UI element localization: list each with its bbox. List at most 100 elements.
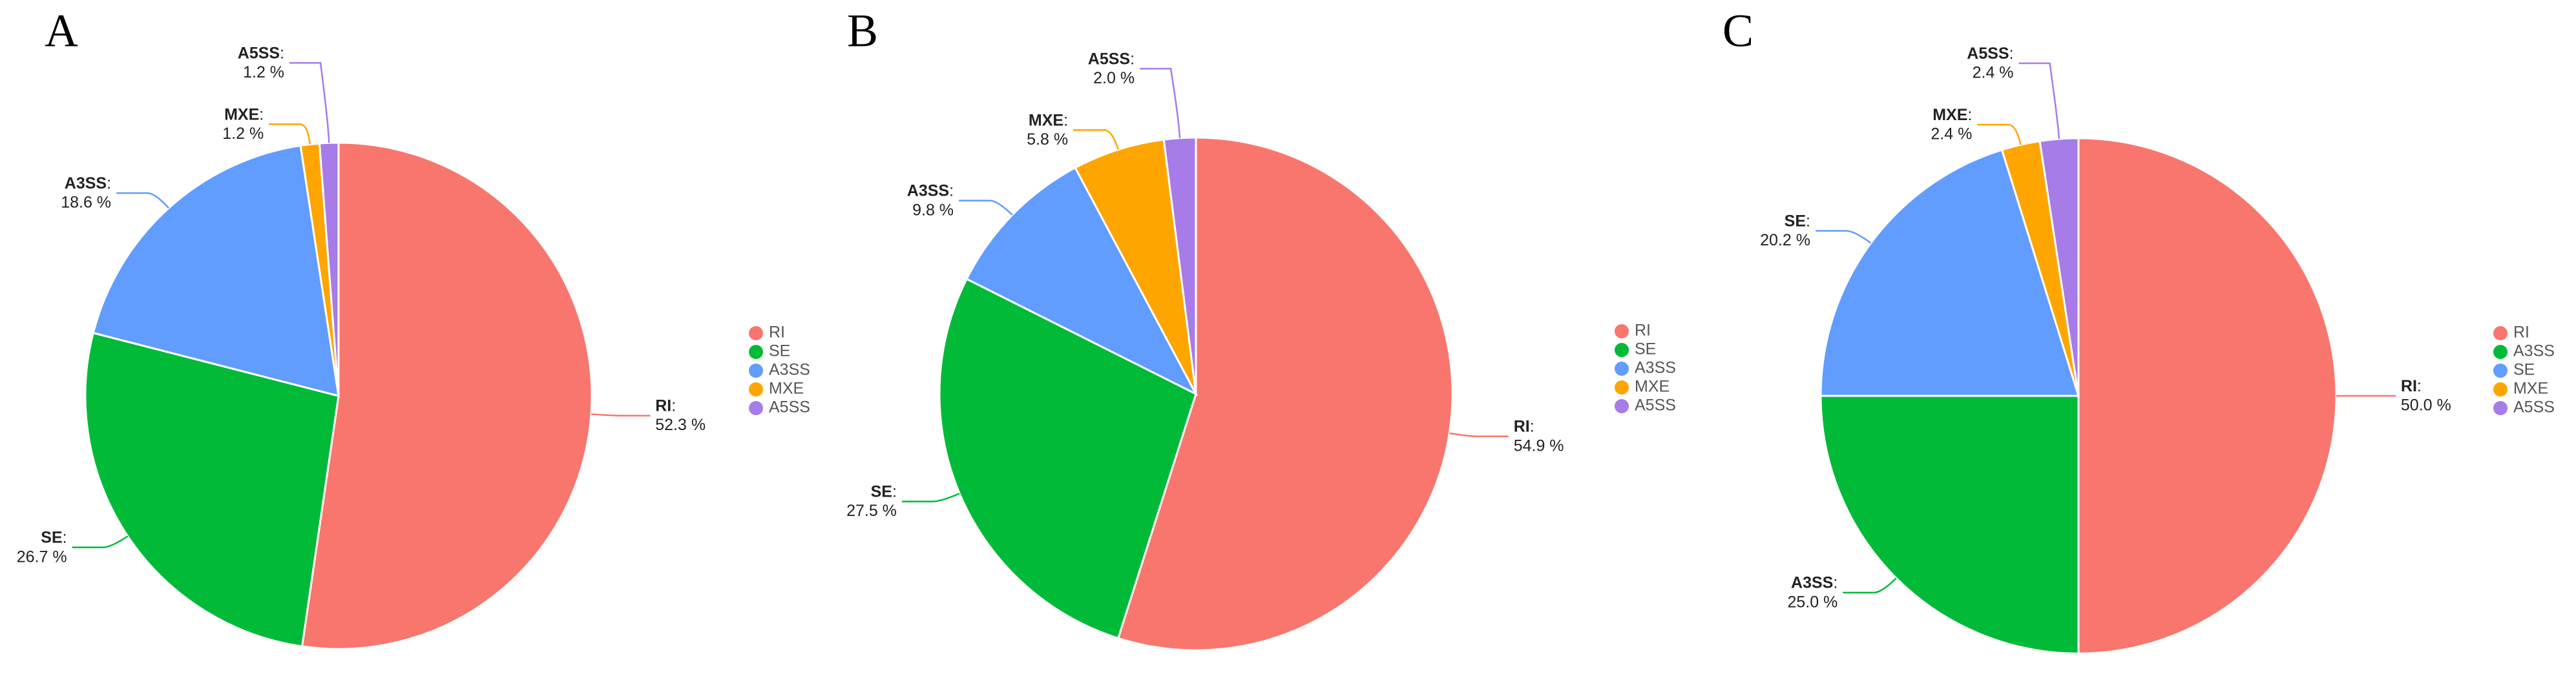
legend-marker [749, 326, 763, 340]
data-label-separator: : [280, 44, 284, 62]
legend-marker [2493, 345, 2508, 359]
leader-line [2018, 62, 2060, 139]
data-label-separator: : [892, 482, 897, 500]
data-label-value: 2.0 % [1093, 69, 1135, 87]
legend-marker [1615, 399, 1629, 413]
legend-marker [2493, 382, 2508, 397]
data-label: MXE: [224, 105, 264, 123]
data-label-category: A3SS [1791, 573, 1833, 592]
data-label-category: MXE [224, 105, 259, 123]
panel-label: C [1723, 5, 1754, 57]
data-label: MXE: [1932, 106, 1972, 124]
data-label-value: 54.9 % [1514, 437, 1564, 455]
data-label: RI: [2401, 377, 2422, 395]
data-label: A3SS: [907, 181, 954, 200]
data-label-value: 5.8 % [1027, 130, 1068, 149]
legend-marker [749, 364, 763, 378]
legend-label: MXE [769, 380, 804, 398]
pie-slice [2077, 137, 2338, 655]
data-label-category: SE [41, 528, 62, 546]
legend-marker [1615, 380, 1629, 395]
data-label: SE: [41, 528, 67, 546]
legend-marker [1615, 343, 1629, 357]
data-label-value: 18.6 % [61, 194, 111, 212]
data-label-separator: : [1530, 417, 1534, 435]
panel-label: B [847, 5, 878, 57]
legend-marker [1615, 362, 1629, 376]
legend-label: SE [769, 342, 790, 360]
leader-line [1977, 123, 2022, 145]
legend-label: SE [1635, 340, 1656, 358]
legend-label: RI [769, 324, 785, 342]
pie-slice [1819, 395, 2080, 655]
data-label: MXE: [1029, 111, 1068, 129]
leader-line [1815, 230, 1872, 244]
data-label-separator: : [1833, 573, 1838, 592]
data-label-separator: : [1063, 111, 1068, 129]
pie-slice [92, 144, 340, 398]
leader-line [591, 413, 651, 417]
legend-marker [749, 345, 763, 359]
leader-line [959, 200, 1013, 216]
data-label: A3SS: [1791, 573, 1838, 592]
data-label-separator: : [1806, 212, 1810, 230]
data-label: SE: [871, 482, 897, 500]
legend-label: A5SS [769, 398, 810, 417]
panel-label: A [45, 5, 78, 57]
data-label-separator: : [63, 528, 67, 546]
legend-label: A3SS [1635, 359, 1676, 377]
pie-slice [1819, 149, 2080, 397]
legend-marker [2493, 401, 2508, 415]
pie-slice [318, 141, 340, 397]
leader-line [269, 123, 311, 145]
pie-slice [1074, 138, 1197, 395]
data-label-value: 27.5 % [846, 502, 897, 520]
data-label-category: MXE [1932, 106, 1967, 124]
legend-label: A5SS [1635, 397, 1676, 415]
pie-slice [2038, 137, 2080, 397]
legend-marker [749, 401, 763, 415]
legend-label: A5SS [2513, 398, 2555, 417]
legend-label: A3SS [769, 361, 810, 379]
legend-marker [749, 382, 763, 397]
leader-line [116, 192, 170, 209]
legend-label: RI [1635, 322, 1651, 340]
leader-line [1073, 129, 1119, 150]
data-label: A5SS: [1967, 45, 2013, 63]
data-label: RI: [1514, 417, 1534, 435]
data-label: RI: [655, 397, 676, 415]
data-label-category: SE [871, 482, 892, 500]
data-label-category: A5SS [238, 44, 280, 62]
data-label: A5SS: [1088, 50, 1135, 68]
data-label-separator: : [259, 105, 264, 123]
legend-label: A3SS [2513, 342, 2555, 360]
data-label-value: 2.4 % [1931, 125, 1972, 143]
data-label-value: 9.8 % [912, 201, 954, 219]
data-label: A3SS: [65, 174, 111, 192]
pie-slice [1116, 136, 1454, 652]
leader-line [1843, 577, 1897, 593]
data-label-separator: : [2009, 45, 2014, 63]
data-label-value: 1.2 % [243, 63, 284, 81]
data-label-separator: : [949, 181, 954, 200]
data-label-value: 2.4 % [1973, 64, 2014, 82]
legend-marker [2493, 326, 2508, 340]
data-label-value: 1.2 % [222, 125, 264, 143]
data-label-category: RI [2401, 377, 2417, 395]
data-label-separator: : [671, 397, 676, 415]
leader-line [1449, 432, 1509, 437]
leader-line [901, 493, 960, 502]
data-label-category: RI [1514, 417, 1530, 435]
data-label-separator: : [1967, 106, 1972, 124]
data-label-category: A3SS [907, 181, 949, 200]
legend-label: MXE [2513, 380, 2548, 398]
data-label-category: A3SS [65, 174, 107, 192]
data-label-separator: : [107, 174, 111, 192]
data-label: A5SS: [238, 44, 284, 62]
legend-marker [1615, 324, 1629, 338]
legend-label: SE [2513, 361, 2535, 379]
data-label-category: SE [1785, 212, 1806, 230]
pie-slice [84, 331, 340, 648]
